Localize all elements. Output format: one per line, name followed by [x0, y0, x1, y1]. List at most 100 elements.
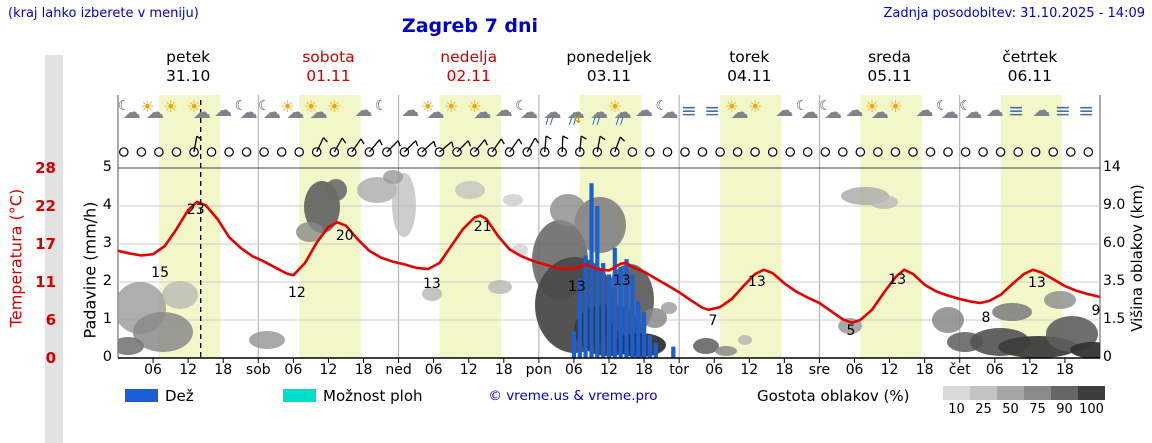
cloud-icon: ☁ — [631, 99, 657, 129]
cloud alone-glyph: ☁ — [775, 100, 794, 121]
sun-glyph: ☀ — [607, 97, 623, 116]
moon-glyph: ☾ — [515, 98, 528, 114]
precip-tick-4: 4 — [102, 197, 112, 213]
density-tick-10: 10 — [948, 402, 965, 417]
density-segment-10 — [943, 386, 970, 400]
fog-icon: ≡ — [1005, 99, 1031, 129]
last-update-text: Zadnja posodobitev: 31.10.2025 - 14:09 — [883, 6, 1145, 21]
fog-icon: ≡ — [701, 99, 727, 129]
x-tick-18: 18 — [354, 362, 373, 378]
x-tick-pon: pon — [525, 362, 552, 378]
cloud-glyph: ☁ — [590, 102, 609, 123]
sun-cloud-rain-icon: ☀ ☁ ∕∕ — [608, 99, 634, 129]
cloud alone-glyph: ☁ — [1032, 100, 1051, 121]
sun-glyph: ☀ — [724, 97, 739, 116]
moon-glyph: ☾ — [655, 98, 668, 114]
x-tick-12: 12 — [459, 362, 478, 378]
sun-icon: ☀ — [888, 99, 914, 129]
moon-icon: ☾ — [374, 99, 400, 129]
cloud-icon: ☁ — [491, 99, 517, 129]
cloud-glyph: ☁ — [566, 102, 585, 123]
moon-glyph: ☾ — [257, 98, 271, 114]
copyright-link[interactable]: © vreme.us & vreme.pro — [488, 388, 658, 404]
day-header-nedelja: nedelja 02.11 — [399, 48, 539, 86]
density-segment-50 — [997, 386, 1024, 400]
cloud-rain-icon: ☁ ∕∕ — [584, 99, 610, 129]
moon-cloud-icon: ☾ ☁ — [958, 99, 984, 129]
sun-glyph: ☀ — [140, 97, 155, 116]
svg-text:7: 7 — [709, 313, 718, 329]
sun-glyph: ☀ — [327, 97, 342, 116]
moon-cloud-icon: ☾ ☁ — [514, 99, 540, 129]
sun-glyph: ☀ — [888, 97, 903, 116]
density-segment-75 — [1024, 386, 1051, 400]
svg-text:8: 8 — [982, 310, 991, 326]
cloud-tick-9.0: 9.0 — [1103, 197, 1126, 213]
sun-glyph: ☀ — [467, 97, 482, 116]
showers-legend-label: Možnost ploh — [323, 387, 423, 405]
day-name: četrtek — [1002, 48, 1058, 66]
precip-tick-1: 1 — [102, 311, 112, 327]
cloud-icon: ☁ — [842, 99, 868, 129]
density-tick-50: 50 — [1002, 402, 1019, 417]
moon-glyph: ☾ — [819, 98, 832, 114]
moon-glyph: ☾ — [374, 98, 388, 114]
x-tick-12: 12 — [319, 362, 338, 378]
day-header-petek: petek 31.10 — [118, 48, 258, 86]
cloud-icon: ☁ — [771, 99, 797, 129]
fog-glyph: ≡ — [1078, 100, 1095, 122]
density-segment-100 — [1078, 386, 1105, 400]
cloud-glyph: ☁ — [309, 102, 328, 123]
day-date: 05.11 — [867, 67, 912, 85]
day-date: 06.11 — [1007, 67, 1053, 85]
menu-hint-text: (kraj lahko izberete v meniju) — [8, 6, 199, 21]
svg-text:13: 13 — [423, 276, 441, 292]
day-date: 03.11 — [586, 67, 632, 85]
cloud-glyph: ☁ — [286, 102, 305, 123]
fog-icon: ≡ — [678, 99, 704, 129]
cloud-rain-lightning-icon: ☁ ∕∕ ↯ — [561, 99, 587, 129]
cloud-tick-1.5: 1.5 — [1103, 311, 1126, 327]
cloud-tick-6.0: 6.0 — [1103, 235, 1126, 251]
cloud-icon: ☁ — [1029, 99, 1055, 129]
x-tick-12: 12 — [179, 362, 198, 378]
cloud-glyph: ☁ — [192, 102, 211, 123]
svg-text:20: 20 — [336, 228, 354, 244]
svg-text:9: 9 — [1091, 303, 1100, 319]
cloud alone-glyph: ☁ — [635, 100, 654, 121]
cloud alone-glyph: ☁ — [354, 100, 373, 121]
cloud-glyph: ☁ — [964, 102, 983, 123]
svg-text:13: 13 — [568, 279, 586, 295]
moon-glyph: ☾ — [234, 98, 248, 114]
sun-icon: ☀ — [327, 99, 353, 129]
cloud-tick-3.5: 3.5 — [1103, 273, 1126, 289]
cloud-glyph: ☁ — [473, 102, 492, 123]
fog-glyph: ≡ — [1008, 100, 1025, 122]
fog-icon: ≡ — [1075, 99, 1101, 129]
day-name: sreda — [868, 48, 912, 66]
bolt-glyph: ↯ — [572, 113, 583, 126]
x-tick-18: 18 — [635, 362, 653, 378]
x-tick-sob: sob — [245, 362, 271, 378]
moon-glyph: ☾ — [959, 98, 972, 114]
x-tick-ned: ned — [385, 362, 412, 378]
svg-text:5: 5 — [847, 323, 856, 339]
x-tick-06: 06 — [144, 362, 162, 378]
x-tick-tor: tor — [669, 362, 690, 378]
precip-tick-5: 5 — [102, 159, 112, 175]
day-header-ponedeljek: ponedeljek 03.11 — [539, 48, 679, 86]
day-header-četrtek: četrtek 06.11 — [960, 48, 1100, 86]
sun-cloud-icon: ☀ ☁ — [421, 99, 447, 129]
cloud-icon: ☁ — [397, 99, 423, 129]
day-header-torek: torek 04.11 — [679, 48, 819, 86]
sun-icon: ☀ — [163, 99, 189, 129]
day-header-sreda: sreda 05.11 — [819, 48, 959, 86]
cloud-glyph: ☁ — [262, 102, 281, 123]
x-tick-06: 06 — [284, 362, 303, 378]
svg-text:23: 23 — [187, 202, 205, 218]
sun-glyph: ☀ — [864, 97, 880, 116]
moon-cloud-icon: ☾ ☁ — [795, 99, 821, 129]
density-tick-90: 90 — [1056, 402, 1073, 417]
temp-tick-0: 0 — [45, 349, 56, 367]
